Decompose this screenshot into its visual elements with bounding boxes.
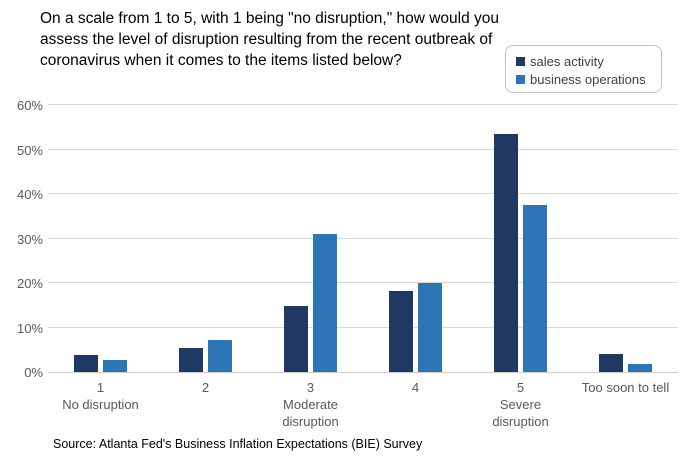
x-tick-label-line: Too soon to tell <box>581 380 670 395</box>
gridline <box>48 193 678 194</box>
x-tick-label-line: disruption <box>282 414 339 429</box>
x-tick-label-line: 1 <box>96 380 105 395</box>
bar-business-operations-2 <box>208 339 232 372</box>
x-tick-label-line: Severe <box>499 397 542 412</box>
x-tick-label: 5 Severe disruption <box>468 379 573 430</box>
x-tick-label-line: 3 <box>306 380 315 395</box>
bar-business-operations-5 <box>523 204 547 372</box>
x-tick-label: 4 <box>363 379 468 396</box>
x-tick-label: 1 No disruption <box>48 379 153 413</box>
bar-business-operations-3 <box>313 234 337 372</box>
x-tick-label-line: 4 <box>411 380 420 395</box>
business-operations-swatch-icon <box>516 74 525 84</box>
x-tick-label: 3 Moderate disruption <box>258 379 363 430</box>
gridline <box>48 282 678 283</box>
y-tick-label: 30% <box>16 231 43 247</box>
bar-sales-activity-2 <box>179 347 203 372</box>
x-tick-label-line: No disruption <box>62 397 139 412</box>
bar-business-operations-1 <box>103 359 127 372</box>
y-tick-label: 40% <box>16 187 43 202</box>
legend-item-business-operations: business operations <box>516 70 661 88</box>
x-axis-line <box>48 372 678 373</box>
bar-sales-activity-5 <box>494 133 518 372</box>
y-axis: 0% 10% 20% 30% 40% 50% 60% <box>0 98 43 380</box>
bar-business-operations-4 <box>418 283 442 372</box>
legend-item-sales-activity: sales activity <box>516 52 661 70</box>
sales-activity-swatch-icon <box>516 56 525 66</box>
bar-sales-activity-3 <box>284 305 308 372</box>
x-tick-label: 2 <box>153 379 258 396</box>
bar-business-operations-6 <box>628 363 652 372</box>
chart-title: On a scale from 1 to 5, with 1 being "no… <box>40 10 500 69</box>
x-tick-label-line: disruption <box>492 414 549 429</box>
bar-sales-activity-1 <box>74 354 98 372</box>
bar-sales-activity-6 <box>599 353 623 372</box>
y-tick-label: 0% <box>24 365 43 380</box>
x-tick-label: Too soon to tell <box>573 379 678 396</box>
y-tick-label: 10% <box>16 320 43 336</box>
x-tick-label-line: 2 <box>201 380 210 395</box>
source-note: Source: Atlanta Fed's Business Inflation… <box>53 437 423 451</box>
plot-area <box>48 104 678 373</box>
x-axis: 1 No disruption 2 3 Moderate disruption 4 5 Seve… <box>48 379 678 431</box>
gridline <box>48 237 678 239</box>
gridline <box>48 148 678 150</box>
bar-sales-activity-4 <box>389 291 413 372</box>
x-tick-label-line: 5 <box>516 380 525 395</box>
gridline <box>48 326 678 328</box>
gridline <box>48 104 678 105</box>
legend-label: business operations <box>530 71 646 87</box>
y-tick-label: 50% <box>16 142 43 158</box>
legend: sales activity business operations <box>505 45 662 93</box>
legend-label: sales activity <box>530 53 604 69</box>
y-tick-label: 60% <box>16 98 43 113</box>
x-tick-label-line: Moderate <box>283 397 338 412</box>
y-tick-label: 20% <box>16 276 43 291</box>
